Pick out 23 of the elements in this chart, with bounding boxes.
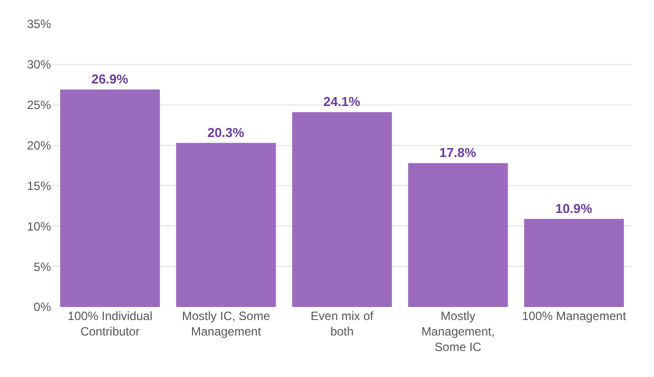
y-tick-label: 15% (26, 178, 52, 193)
y-tick-label: 0% (34, 300, 52, 314)
x-tick-label: 100% Individual Contributor (68, 309, 152, 339)
data-label: 24.1% (323, 94, 361, 110)
x-tick-label: Mostly Management, Some IC (421, 309, 495, 354)
data-label: 10.9% (555, 200, 593, 216)
bar (292, 112, 392, 307)
x-tick-label: Even mix of both (310, 309, 374, 339)
y-tick-label: 25% (26, 98, 52, 112)
x-tick-label: Mostly IC, Some Management (182, 309, 270, 339)
y-tick-label: 10% (26, 219, 52, 234)
bar (176, 142, 276, 307)
bar (60, 89, 160, 307)
x-tick-label: 100% Management (522, 309, 627, 323)
bar (524, 218, 624, 307)
bar (408, 163, 508, 307)
y-tick-label: 20% (26, 138, 52, 152)
data-label: 26.9% (91, 71, 129, 86)
y-tick-label: 35% (26, 17, 52, 32)
y-tick-label: 30% (26, 58, 52, 72)
data-label: 17.8% (439, 145, 477, 160)
data-label: 20.3% (207, 124, 245, 140)
y-tick-label: 5% (34, 260, 52, 274)
